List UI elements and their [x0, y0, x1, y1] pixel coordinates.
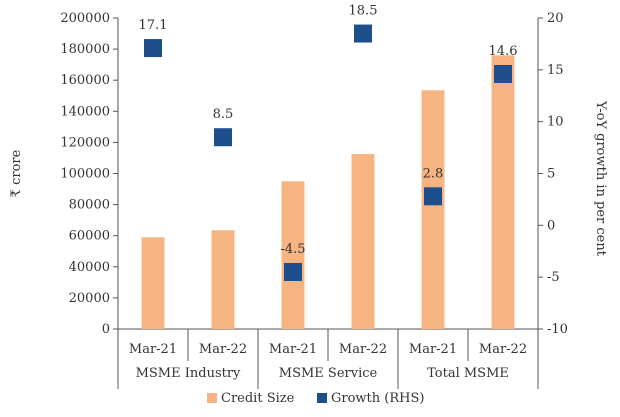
left-tick-label: 120000 [60, 135, 110, 150]
left-tick-label: 0 [102, 322, 110, 337]
growth-marker [144, 39, 162, 58]
growth-marker [214, 128, 232, 147]
left-tick-label: 60000 [69, 229, 110, 244]
growth-marker [354, 24, 372, 43]
left-axis-title: ₹ crore [9, 149, 24, 197]
category-label: Mar-22 [479, 342, 527, 357]
credit-size-bar [281, 181, 305, 329]
growth-data-label: 14.6 [489, 44, 518, 59]
category-label: Mar-22 [339, 342, 387, 357]
legend-swatch-credit-size [207, 393, 217, 403]
group-label: MSME Service [279, 366, 378, 381]
left-tick-label: 200000 [60, 11, 110, 26]
legend-swatch-growth [317, 393, 327, 403]
category-label: Mar-21 [129, 342, 177, 357]
legend-label-credit-size: Credit Size [221, 391, 295, 406]
growth-data-label: 2.8 [423, 166, 444, 181]
credit-size-bar [491, 55, 515, 329]
category-label: Mar-21 [269, 342, 317, 357]
growth-data-label: 17.1 [139, 18, 168, 33]
left-tick-label: 180000 [60, 42, 110, 57]
growth-data-label: 18.5 [349, 4, 378, 19]
credit-size-bar [351, 154, 375, 329]
left-tick-label: 100000 [60, 167, 110, 182]
right-tick-label: 5 [547, 167, 555, 182]
right-tick-label: 15 [547, 63, 564, 78]
right-tick-label: 0 [547, 218, 555, 233]
group-label: Total MSME [427, 366, 509, 381]
category-label: Mar-22 [199, 342, 247, 357]
right-tick-label: 10 [547, 115, 564, 130]
left-tick-label: 140000 [60, 104, 110, 119]
legend-label-growth: Growth (RHS) [331, 391, 424, 406]
right-tick-label: 20 [547, 11, 564, 26]
growth-data-label: 8.5 [213, 107, 234, 122]
credit-size-bar [211, 230, 235, 329]
right-tick-label: -10 [547, 322, 568, 337]
credit-size-bar [421, 90, 445, 330]
left-tick-label: 160000 [60, 73, 110, 88]
left-tick-label: 40000 [69, 260, 110, 275]
growth-marker [284, 262, 302, 281]
group-label: MSME Industry [136, 366, 241, 381]
right-axis-title: Y-oY growth in per cent [593, 100, 608, 257]
left-tick-label: 20000 [69, 291, 110, 306]
right-tick-label: -5 [547, 270, 560, 285]
credit-size-bar [141, 237, 165, 329]
growth-data-label: -4.5 [280, 242, 305, 257]
category-label: Mar-21 [409, 342, 457, 357]
growth-marker [494, 64, 512, 83]
growth-marker [424, 187, 442, 206]
left-tick-label: 80000 [69, 198, 110, 213]
